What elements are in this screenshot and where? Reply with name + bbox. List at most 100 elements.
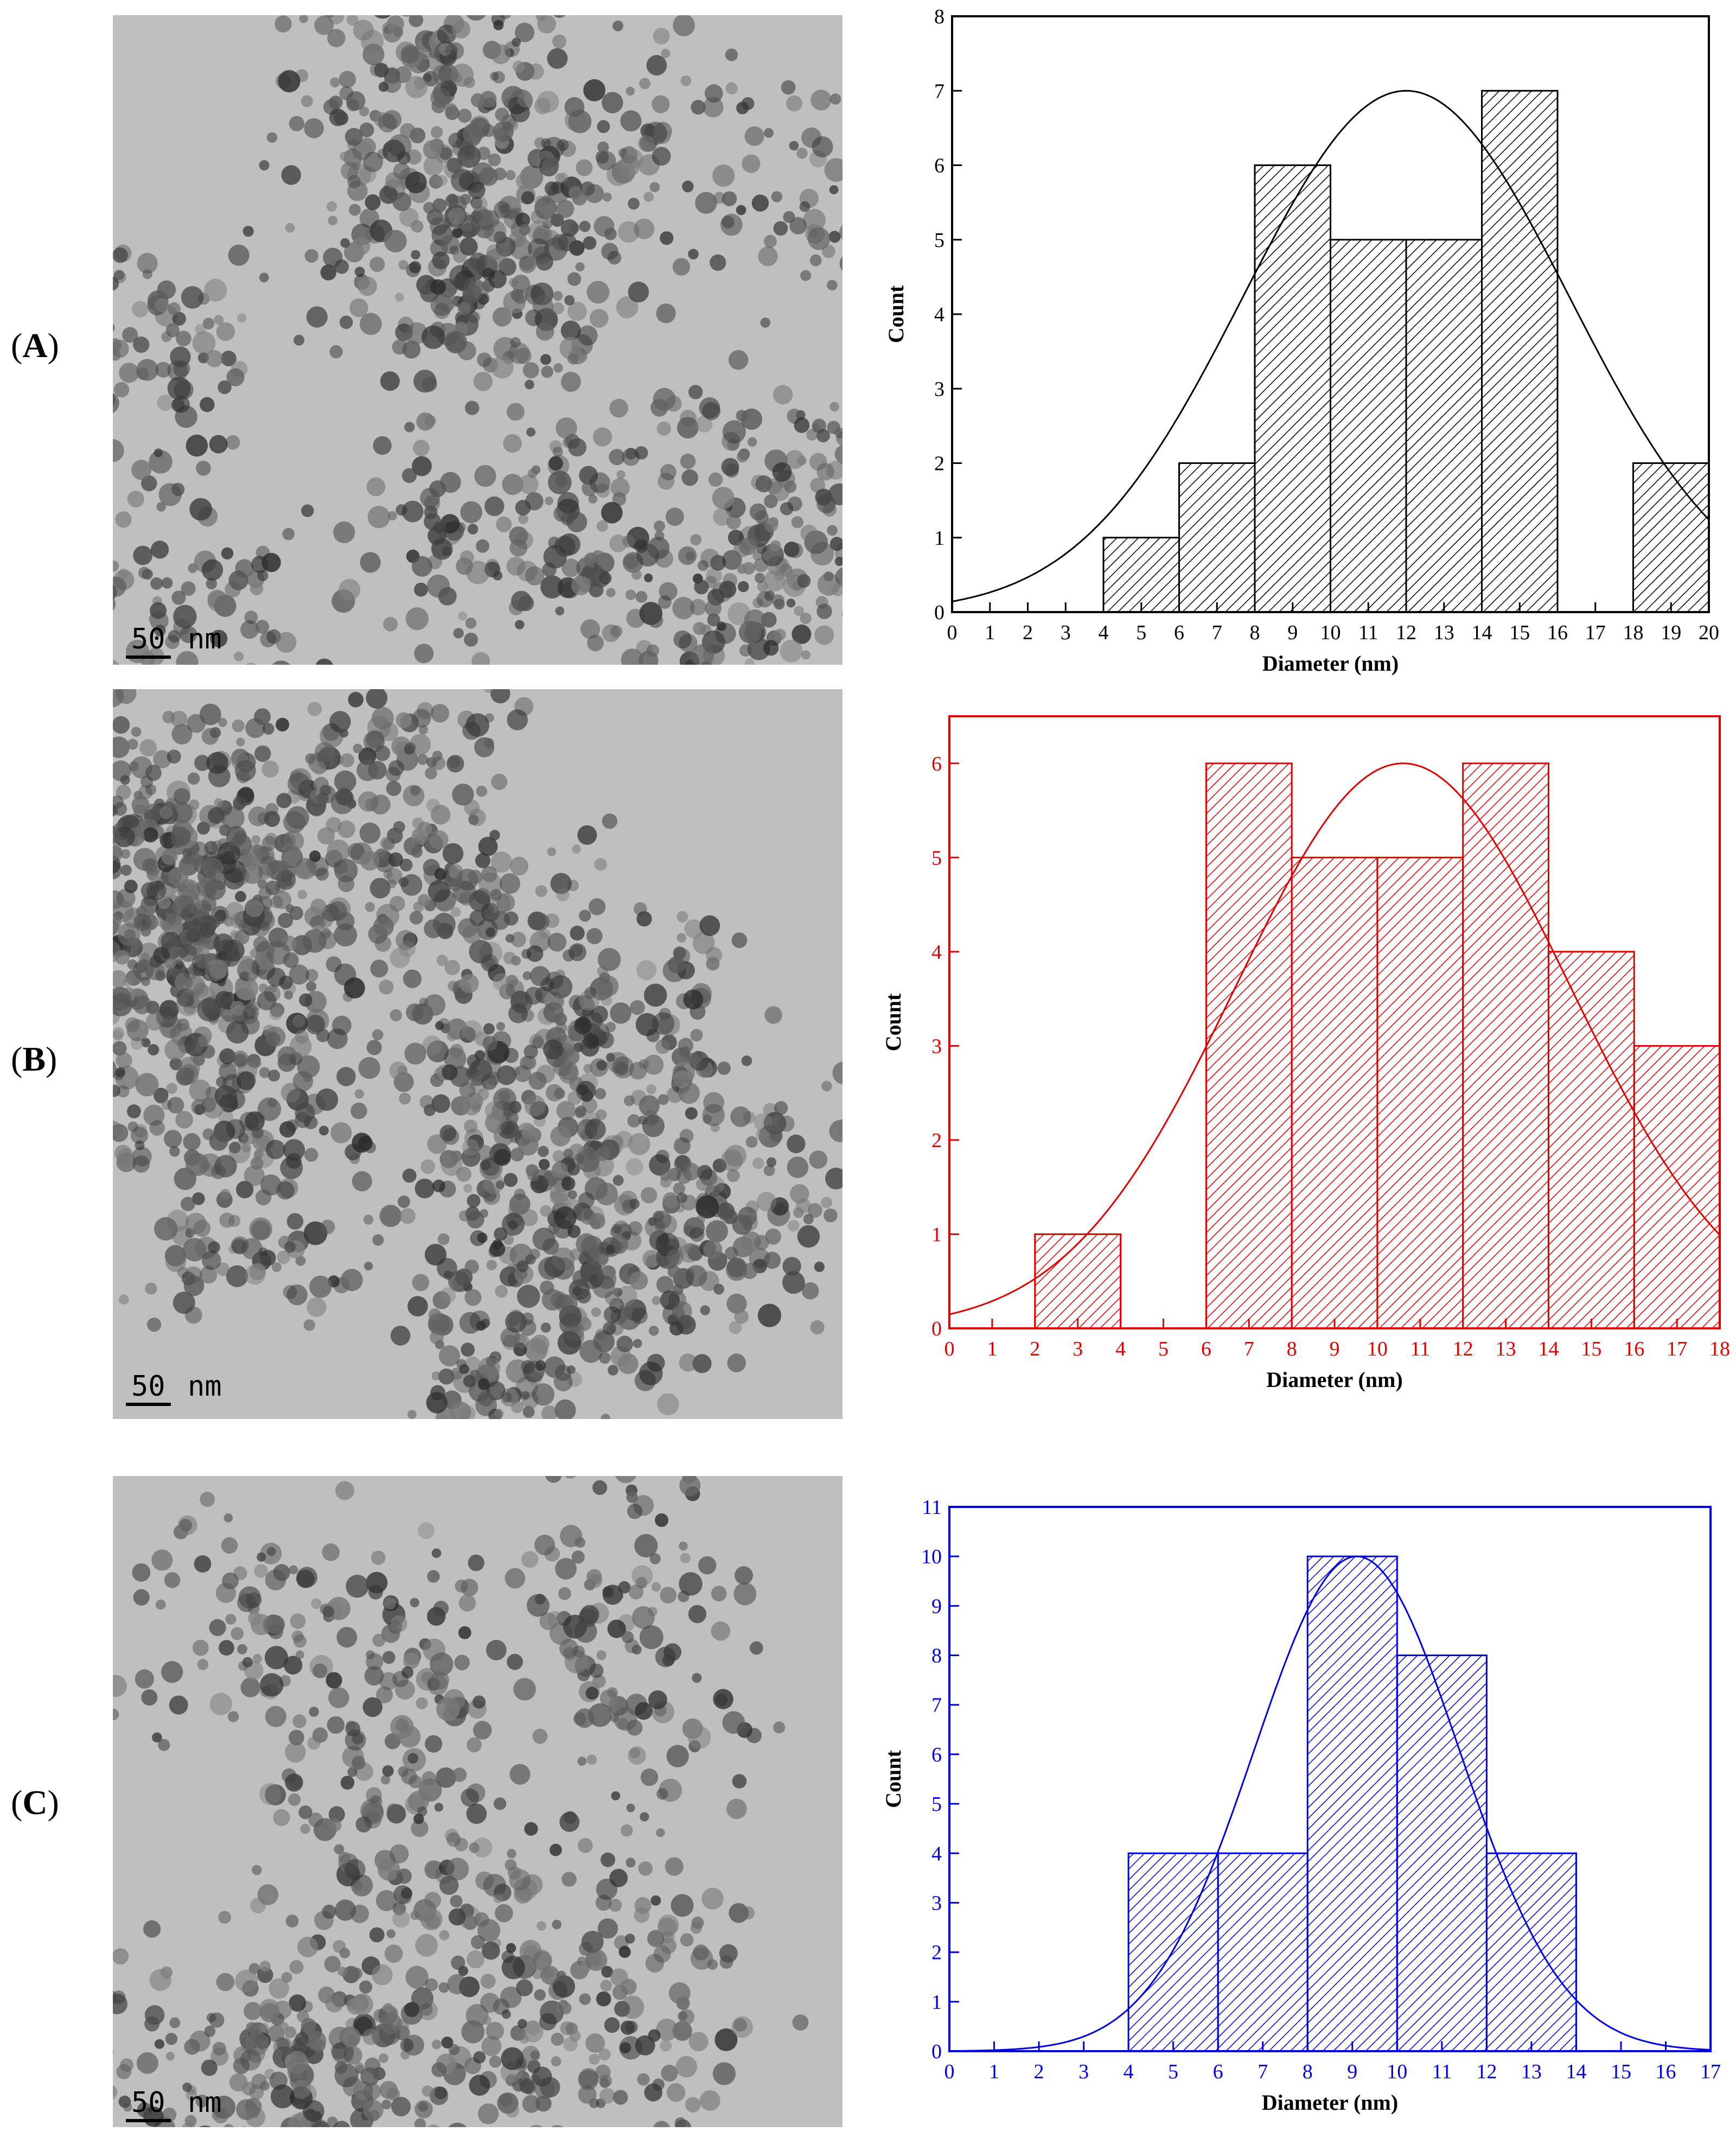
y-tick-label: 4 [931, 1842, 942, 1865]
y-tick-label: 5 [931, 1793, 942, 1816]
x-tick-label: 14 [1538, 1338, 1559, 1360]
x-tick-label: 5 [1136, 621, 1146, 644]
x-tick-label: 3 [1061, 621, 1071, 644]
x-tick-label: 6 [1213, 2060, 1223, 2083]
gaussian-fit-curve [952, 90, 1710, 602]
histogram-bar [1485, 1852, 1577, 2052]
x-tick-label: 5 [1158, 1338, 1169, 1360]
panel-label-a: (A) [11, 326, 59, 365]
histogram-bar [1102, 537, 1180, 613]
y-tick-label: 2 [931, 1129, 942, 1152]
y-tick-label: 2 [931, 1942, 942, 1964]
scale-bar-c: 50 nm [126, 2086, 222, 2122]
particle-texture-a [113, 15, 843, 665]
x-tick-label: 9 [1330, 1338, 1340, 1360]
scale-bar-b: 50 nm [126, 1370, 222, 1406]
x-axis-label: Diameter (nm) [1262, 651, 1399, 676]
histogram-bar [1547, 951, 1635, 1329]
histogram-bar [1205, 762, 1293, 1329]
particle-texture-c [113, 1476, 809, 2127]
tem-micrograph-c: 50 nm [113, 1476, 843, 2127]
plot-frame [951, 15, 1710, 613]
x-tick-label: 0 [944, 2060, 955, 2083]
y-tick-label: 5 [931, 847, 942, 869]
x-tick-label: 15 [1581, 1338, 1601, 1360]
y-tick-label: 8 [931, 1645, 942, 1668]
histogram-bar [1405, 239, 1483, 613]
x-tick-label: 0 [944, 1338, 955, 1360]
histogram-bar [1034, 1233, 1122, 1329]
gaussian-fit-curve [949, 762, 1721, 1315]
particle-texture-b [113, 689, 843, 1419]
tem-micrograph-a: 50 nm [113, 15, 843, 665]
x-axis-label: Diameter (nm) [1266, 1367, 1402, 1392]
x-tick-label: 11 [1410, 1338, 1430, 1360]
y-tick-label: 11 [922, 1496, 942, 1519]
y-tick-label: 0 [931, 2040, 942, 2063]
x-tick-label: 4 [1099, 621, 1109, 644]
y-tick-label: 3 [931, 1892, 942, 1914]
histogram-bar [1330, 239, 1407, 613]
x-tick-label: 13 [1521, 2060, 1542, 2083]
y-tick-label: 7 [934, 80, 944, 103]
scale-bar-a: 50 nm [126, 623, 222, 659]
x-tick-label: 7 [1212, 621, 1222, 644]
y-axis-label: Count [881, 993, 905, 1051]
x-tick-label: 8 [1287, 1338, 1297, 1360]
x-tick-label: 2 [1023, 621, 1033, 644]
x-tick-label: 7 [1258, 2060, 1268, 2083]
x-tick-label: 16 [1655, 2060, 1676, 2083]
x-tick-label: 1 [987, 1338, 997, 1360]
y-tick-label: 8 [934, 5, 944, 28]
x-tick-label: 17 [1667, 1338, 1687, 1360]
y-tick-label: 4 [931, 941, 942, 964]
panel-label-c: (C) [11, 1783, 59, 1822]
x-tick-label: 10 [1367, 1338, 1388, 1360]
histogram-bar [1178, 462, 1256, 613]
x-tick-label: 8 [1303, 2060, 1313, 2083]
x-tick-label: 17 [1700, 2060, 1721, 2083]
y-tick-label: 6 [934, 155, 944, 177]
x-tick-label: 16 [1624, 1338, 1644, 1360]
panel-label-b: (B) [11, 1040, 58, 1078]
x-tick-label: 20 [1699, 621, 1719, 644]
histogram-bar [1217, 1852, 1309, 2052]
y-tick-label: 7 [931, 1694, 942, 1717]
x-axis-label: Diameter (nm) [1262, 2090, 1398, 2115]
y-tick-label: 3 [934, 378, 944, 400]
x-tick-label: 13 [1496, 1338, 1516, 1360]
histogram-bar [1632, 462, 1710, 613]
y-tick-label: 2 [934, 453, 944, 475]
x-tick-label: 3 [1078, 2060, 1089, 2083]
x-tick-label: 6 [1201, 1338, 1211, 1360]
histogram-bar [1291, 856, 1378, 1329]
x-tick-label: 16 [1547, 621, 1568, 644]
x-tick-label: 10 [1320, 621, 1341, 644]
y-tick-label: 1 [934, 527, 944, 550]
x-tick-label: 18 [1623, 621, 1644, 644]
y-tick-label: 3 [931, 1035, 942, 1058]
x-tick-label: 8 [1250, 621, 1260, 644]
x-tick-label: 2 [1030, 1338, 1040, 1360]
x-tick-label: 5 [1168, 2060, 1178, 2083]
y-tick-label: 6 [931, 753, 942, 775]
histogram-bar [1396, 1655, 1488, 2052]
histogram-bar [1462, 762, 1549, 1329]
x-tick-label: 1 [989, 2060, 999, 2083]
y-axis-label: Count [884, 285, 908, 343]
tem-micrograph-b: 50 nm [113, 689, 843, 1419]
y-tick-label: 1 [931, 1991, 942, 2014]
plot-frame [948, 1506, 1712, 2052]
x-tick-label: 2 [1034, 2060, 1044, 2083]
x-tick-label: 15 [1611, 2060, 1631, 2083]
x-tick-label: 0 [947, 621, 958, 644]
y-tick-label: 6 [931, 1744, 942, 1766]
x-tick-label: 13 [1434, 621, 1454, 644]
y-axis-label: Count [881, 1749, 905, 1808]
x-tick-label: 12 [1476, 2060, 1497, 2083]
x-tick-label: 11 [1358, 621, 1378, 644]
y-tick-label: 5 [934, 229, 944, 252]
x-tick-label: 7 [1244, 1338, 1254, 1360]
histogram-bar [1254, 164, 1331, 613]
x-tick-label: 14 [1472, 621, 1492, 644]
